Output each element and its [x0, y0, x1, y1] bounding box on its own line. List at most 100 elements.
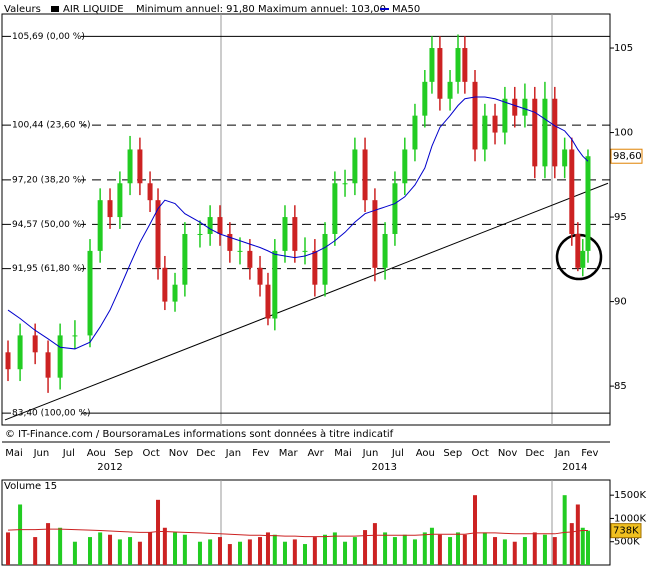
candle-body: [482, 115, 488, 150]
last-volume-label: 738K: [613, 526, 639, 537]
candle-body: [312, 250, 318, 285]
candle-body: [247, 250, 253, 268]
volume-bar: [302, 544, 307, 565]
volume-bar: [402, 534, 407, 565]
candle-body: [455, 48, 461, 82]
volume-bar: [128, 537, 133, 565]
candle-body: [422, 81, 428, 116]
volume-bar: [522, 537, 527, 565]
x-tick-label: Sep: [114, 448, 133, 459]
level-label: 100,44 (23,60 %): [12, 121, 91, 131]
candle-body: [137, 149, 143, 184]
year-label: 2012: [97, 462, 122, 473]
volume-bar: [437, 534, 442, 565]
x-tick-label: Jan: [225, 448, 241, 459]
x-tick-label: Jun: [33, 448, 50, 459]
volume-bar: [502, 539, 507, 565]
candle-body: [147, 183, 153, 201]
x-tick-label: Oct: [472, 448, 489, 459]
last-price-box: [610, 148, 643, 164]
volume-bar: [148, 532, 153, 565]
volume-bar: [482, 532, 487, 565]
level-label: 83,40 (100,00 %): [12, 409, 91, 419]
candle-body: [532, 98, 538, 167]
trendline: [4, 182, 609, 421]
candle-body: [429, 48, 435, 82]
candle-body: [272, 250, 278, 319]
volume-bar: [392, 537, 397, 565]
volume-title: Volume 15: [4, 481, 57, 492]
volume-bar: [462, 534, 467, 565]
volume-bar: [72, 541, 77, 565]
volume-bar: [238, 541, 243, 565]
candle-body: [237, 250, 243, 252]
candle-body: [292, 217, 298, 251]
volume-bar: [208, 539, 213, 565]
volume-bar: [108, 534, 113, 565]
x-tick-label: Aou: [87, 448, 106, 459]
level-label-bg: [11, 262, 81, 274]
volume-bar: [182, 534, 187, 565]
volume-bar: [46, 523, 51, 565]
level-label-bg: [11, 119, 81, 131]
candle-body: [127, 149, 133, 184]
candle-body: [542, 98, 548, 167]
volume-bar: [542, 534, 547, 565]
volume-bar: [33, 537, 38, 565]
volume-bar: [429, 527, 434, 565]
candle-body: [569, 149, 575, 234]
volume-bar: [473, 495, 478, 565]
legend-label: AIR LIQUIDE: [63, 4, 124, 15]
x-tick-label: Jan: [554, 448, 570, 459]
volume-bar: [156, 499, 161, 565]
volume-bar: [422, 532, 427, 565]
volume-bar: [512, 541, 517, 565]
volume-bar: [383, 532, 388, 565]
volume-bar: [363, 530, 368, 565]
volume-bar: [312, 537, 317, 565]
volume-bar: [18, 504, 23, 565]
candle-body: [392, 183, 398, 234]
x-tick-label: Aou: [416, 448, 435, 459]
candle-body: [412, 115, 418, 150]
y-tick-label: 90: [614, 297, 627, 308]
volume-bar: [372, 523, 377, 565]
volume-bar: [532, 532, 537, 565]
candle-body: [72, 335, 78, 337]
candle-body: [207, 217, 213, 234]
candle-body: [382, 233, 388, 268]
volume-bar: [137, 541, 142, 565]
volume-bar: [197, 541, 202, 565]
candle-body: [512, 98, 518, 116]
candle-body: [45, 352, 51, 378]
volume-bar: [217, 537, 222, 565]
candle-body: [5, 352, 11, 370]
last-volume-box: [610, 523, 642, 539]
candle-body: [257, 267, 263, 285]
volume-bar: [552, 537, 557, 565]
volume-bar: [292, 539, 297, 565]
volume-bar: [58, 527, 63, 565]
candle-body: [282, 217, 288, 251]
candle-body: [302, 250, 308, 252]
level-label: 105,69 (0,00 %): [12, 32, 85, 42]
x-tick-label: Nov: [169, 448, 189, 459]
volume-bar: [412, 539, 417, 565]
volume-bar: [580, 527, 585, 565]
year-label: 2013: [372, 462, 397, 473]
range-text: Minimum annuel: 91,80 Maximum annuel: 10…: [136, 4, 386, 15]
candle-body: [522, 98, 528, 116]
candle-body: [562, 149, 568, 167]
volume-bar: [352, 537, 357, 565]
x-tick-label: Fev: [581, 448, 598, 459]
x-tick-label: Jun: [362, 448, 379, 459]
x-tick-label: Avr: [307, 448, 324, 459]
candle-body: [87, 250, 93, 336]
candle-body: [162, 267, 168, 302]
y-tick-label: 85: [614, 381, 627, 392]
candle-body: [17, 335, 23, 370]
candle-body: [32, 335, 38, 353]
candle-body: [580, 250, 586, 268]
x-tick-label: Sep: [443, 448, 462, 459]
